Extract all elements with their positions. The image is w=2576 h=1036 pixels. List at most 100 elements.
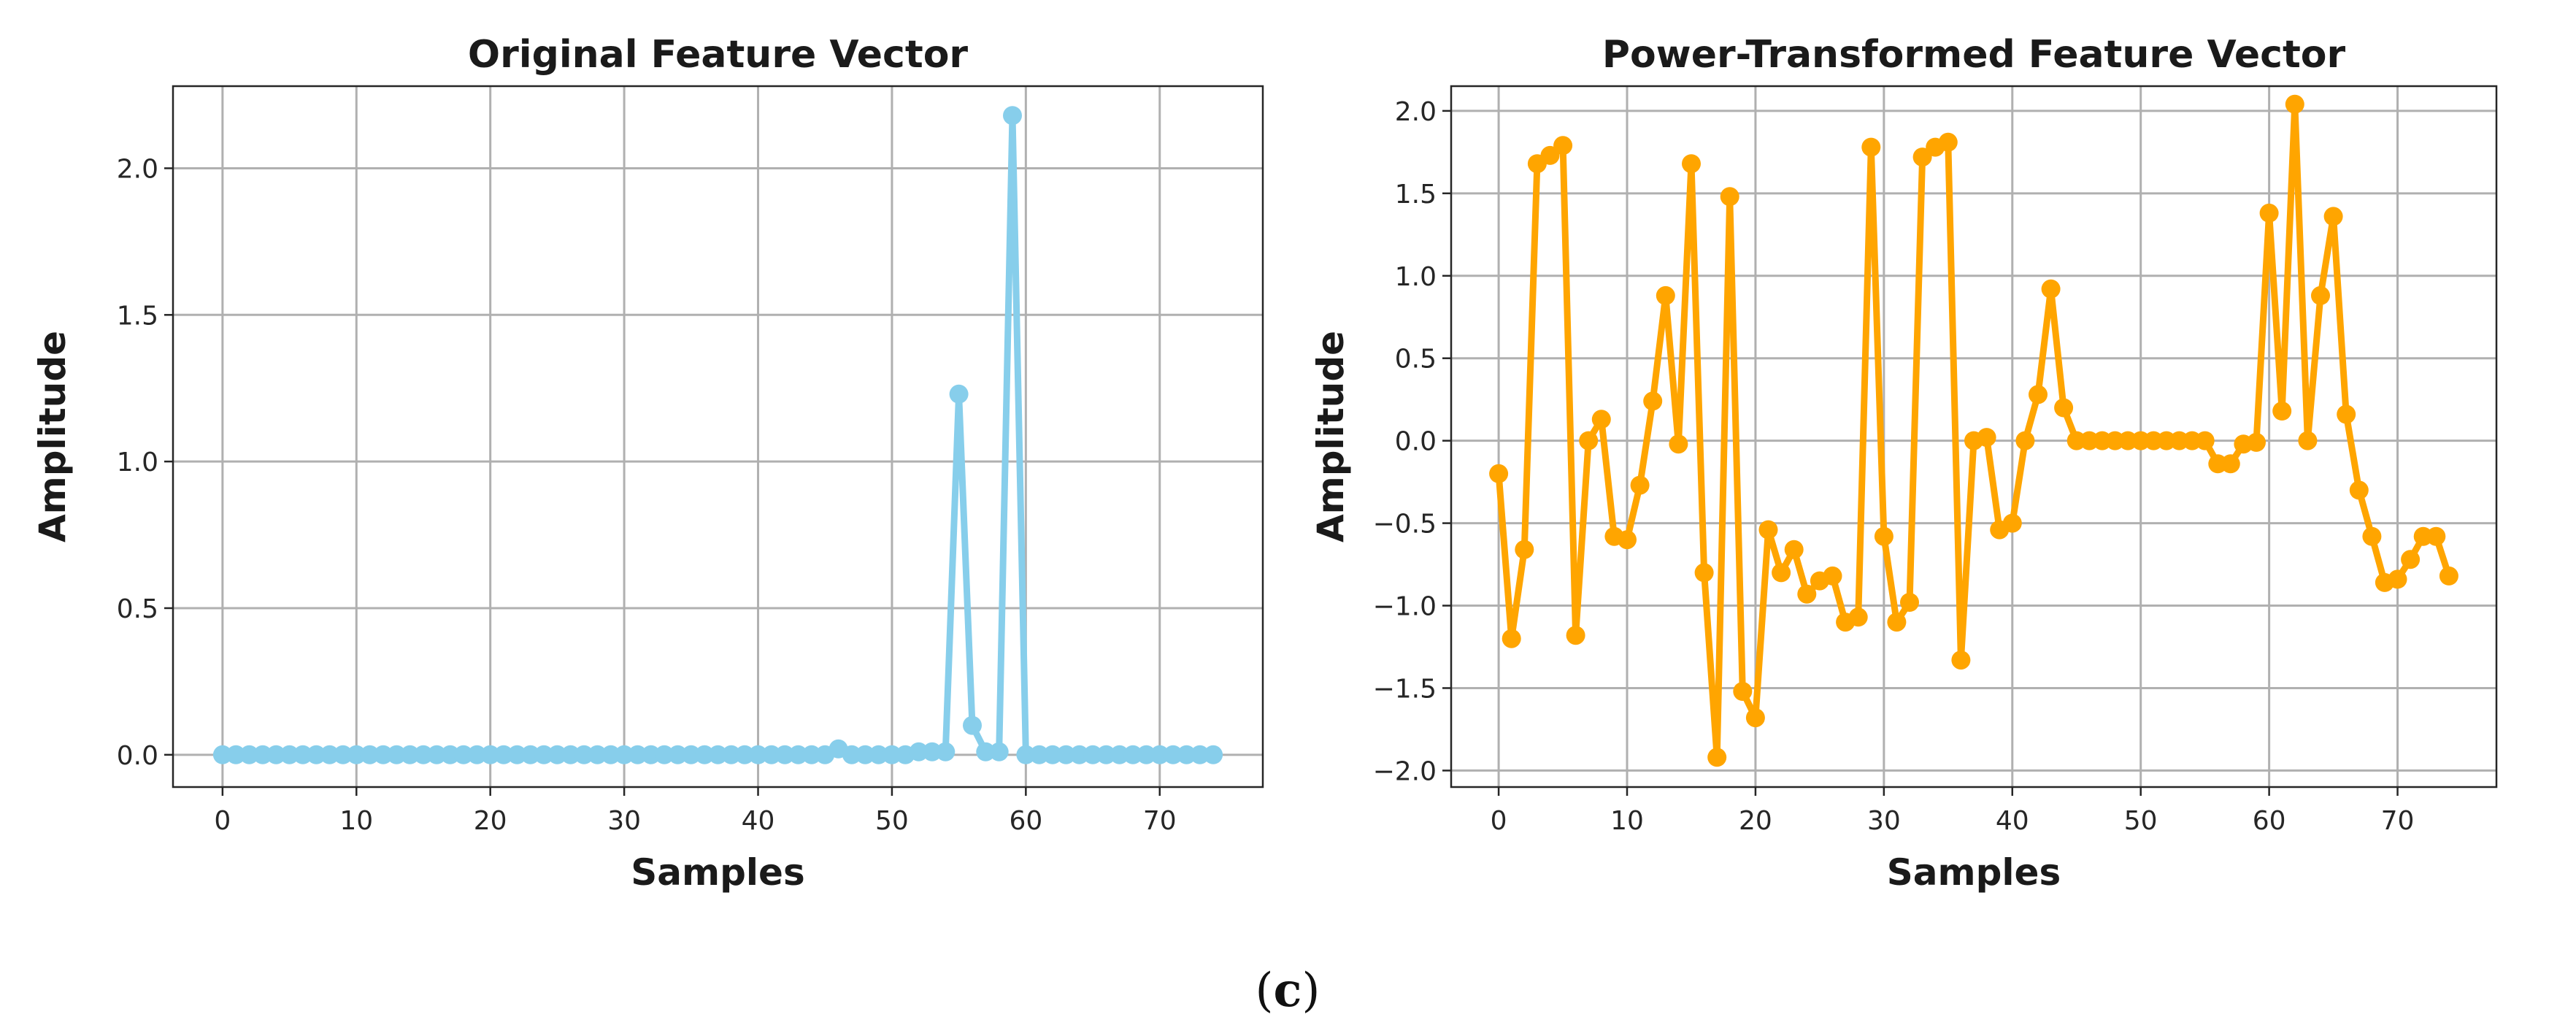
data-point xyxy=(520,745,540,764)
data-point xyxy=(708,745,728,764)
data-point xyxy=(1772,563,1791,583)
data-point xyxy=(1164,745,1183,764)
data-point xyxy=(2323,207,2343,226)
x-tick-label: 50 xyxy=(2124,806,2158,836)
power-transformed-feature-vector-chart: 0 10 20 30 40 50 60 70 −2.0 −1.5 −1.0 −0.5 0.0 0.5 1.… xyxy=(1310,33,2498,894)
data-point xyxy=(1502,629,1521,648)
series-line xyxy=(1495,101,2453,761)
y-tick-label: −2.0 xyxy=(1373,756,1437,786)
x-axis-label: Samples xyxy=(631,851,804,894)
data-point xyxy=(2401,550,2421,569)
y-tick-label: 1.0 xyxy=(1395,262,1437,292)
data-point xyxy=(1029,745,1049,764)
data-point xyxy=(1720,187,1739,207)
data-point xyxy=(1579,431,1599,450)
data-point xyxy=(1848,607,1868,627)
data-point xyxy=(1797,584,1817,604)
data-point xyxy=(615,745,634,764)
series-line xyxy=(219,112,1217,759)
data-point xyxy=(735,745,755,764)
y-axis-ticks: 0.0 0.5 1.0 1.5 2.0 xyxy=(117,154,173,771)
data-point xyxy=(909,742,928,761)
plot-frame xyxy=(1450,85,2498,788)
data-point xyxy=(1056,745,1076,764)
data-point xyxy=(561,745,580,764)
data-point xyxy=(547,745,567,764)
x-tick-label: 70 xyxy=(1143,806,1177,836)
data-point xyxy=(788,745,808,764)
data-point xyxy=(1656,285,1675,305)
data-point xyxy=(775,745,795,764)
data-point xyxy=(400,745,420,764)
data-point xyxy=(2337,404,2356,424)
data-point xyxy=(1190,745,1210,764)
data-point xyxy=(266,745,286,764)
data-point xyxy=(801,745,821,764)
data-point xyxy=(2272,402,2292,421)
data-point xyxy=(1618,530,1637,550)
data-point xyxy=(2002,513,2022,533)
data-series xyxy=(212,106,1223,764)
data-point xyxy=(2029,385,2048,404)
x-tick-label: 50 xyxy=(875,806,909,836)
data-point xyxy=(1745,708,1765,728)
data-point xyxy=(1177,745,1196,764)
y-tick-label: 1.5 xyxy=(117,301,158,331)
data-point xyxy=(239,745,259,764)
data-point xyxy=(534,745,554,764)
data-point xyxy=(1096,745,1116,764)
data-point xyxy=(1938,132,1958,152)
data-point xyxy=(1707,748,1727,767)
data-point xyxy=(1137,745,1156,764)
data-point xyxy=(2349,480,2369,500)
figure-caption: (c) xyxy=(1256,963,1320,1018)
x-tick-label: 40 xyxy=(1996,806,2029,836)
data-point xyxy=(601,745,620,764)
data-point xyxy=(1003,106,1022,126)
data-point xyxy=(748,745,768,764)
data-point xyxy=(1515,540,1534,559)
data-point xyxy=(1669,434,1688,454)
data-point xyxy=(976,742,996,761)
x-axis-ticks: 0 10 20 30 40 50 60 70 xyxy=(1491,787,2414,836)
data-point xyxy=(1874,526,1893,546)
data-point xyxy=(1758,520,1778,540)
data-point xyxy=(1694,563,1714,583)
y-axis-label: Amplitude xyxy=(1310,331,1352,542)
data-point xyxy=(1553,136,1573,156)
data-point xyxy=(212,745,232,764)
data-point xyxy=(1150,745,1169,764)
y-tick-label: 0.5 xyxy=(1395,345,1437,375)
data-point xyxy=(923,742,942,761)
data-series xyxy=(1489,94,2458,767)
data-point xyxy=(989,742,1009,761)
data-point xyxy=(293,745,312,764)
data-point xyxy=(856,745,875,764)
data-point xyxy=(494,745,513,764)
data-point xyxy=(721,745,741,764)
data-point xyxy=(628,745,647,764)
y-tick-label: 2.0 xyxy=(1395,97,1437,127)
data-point xyxy=(574,745,594,764)
data-point xyxy=(2298,431,2318,450)
x-tick-label: 60 xyxy=(2253,806,2286,836)
data-point xyxy=(2247,432,2266,452)
y-tick-label: 2.0 xyxy=(117,154,158,184)
y-tick-label: −1.5 xyxy=(1373,674,1437,704)
data-point xyxy=(414,745,433,764)
caption-close-paren: ) xyxy=(1302,964,1320,1018)
data-point xyxy=(2054,398,2074,418)
data-point xyxy=(1566,626,1585,645)
data-point xyxy=(1977,428,1996,448)
data-point xyxy=(2015,431,2035,450)
y-axis-label: Amplitude xyxy=(31,331,74,542)
chart-grid xyxy=(173,86,1263,787)
data-point xyxy=(253,745,272,764)
data-point xyxy=(2362,526,2382,546)
data-point xyxy=(668,745,688,764)
data-point xyxy=(2426,526,2446,546)
data-point xyxy=(641,745,661,764)
x-tick-label: 30 xyxy=(607,806,641,836)
data-point xyxy=(320,745,339,764)
data-point xyxy=(226,745,246,764)
